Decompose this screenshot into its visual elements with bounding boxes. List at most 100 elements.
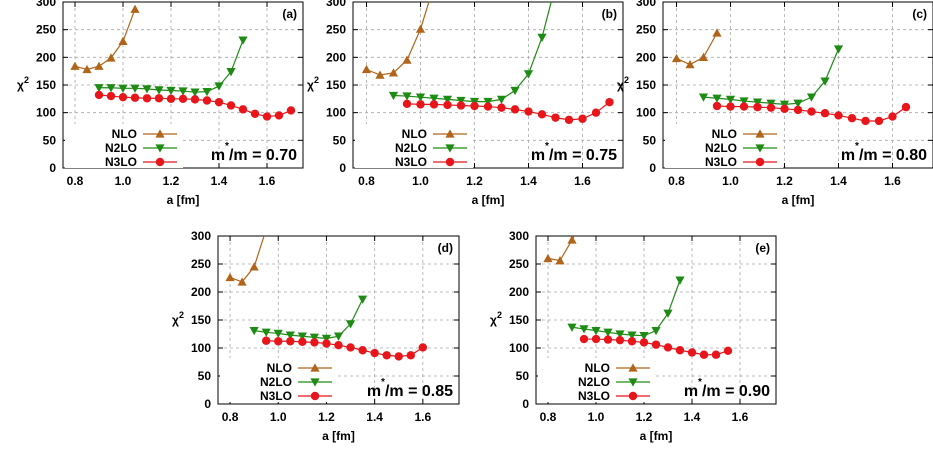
- data-point-n2lo: [603, 328, 613, 337]
- legend-marker-n3lo: [155, 157, 165, 167]
- data-point-n2lo: [483, 97, 493, 107]
- data-point-n3lo: [712, 101, 722, 111]
- data-point-n2lo: [130, 84, 140, 93]
- x-tick-label: 1.0: [722, 174, 739, 188]
- legend-label-nlo: NLO: [712, 127, 737, 141]
- y-axis-label: χ2: [172, 310, 184, 327]
- data-point-n3lo: [537, 110, 547, 119]
- x-tick-label: 1.0: [115, 174, 132, 188]
- x-axis-label: a [fm]: [472, 193, 505, 207]
- data-point-n2lo: [639, 332, 649, 341]
- series-line-nlo: [547, 236, 575, 262]
- data-point-n2lo: [523, 70, 534, 79]
- legend-label-n3lo: N3LO: [395, 155, 427, 169]
- data-point-n2lo: [106, 84, 116, 93]
- data-point-nlo: [70, 61, 80, 70]
- data-point-nlo: [237, 277, 247, 286]
- data-point-n3lo: [699, 350, 709, 359]
- data-point-n3lo: [579, 334, 589, 344]
- mass-ratio-value: /m = 0.85: [385, 383, 453, 400]
- mass-ratio-label: m*/m = 0.75: [531, 141, 617, 164]
- data-point-nlo: [82, 64, 92, 74]
- series-line-nlo: [676, 32, 718, 66]
- y-tick-label: 100: [191, 341, 211, 355]
- x-axis-label: a [fm]: [640, 429, 673, 443]
- y-tick-label: 250: [36, 23, 56, 37]
- data-point-nlo: [118, 36, 128, 45]
- series-line-n2lo: [254, 299, 364, 340]
- legend-marker-n3lo: [310, 391, 320, 401]
- data-point-n3lo: [298, 337, 307, 347]
- data-point-n3lo: [675, 346, 685, 355]
- data-point-n3lo: [130, 93, 140, 102]
- mass-ratio-star: *: [545, 141, 549, 152]
- data-point-n3lo: [766, 103, 776, 112]
- y-tick-label: 200: [191, 285, 211, 299]
- data-point-n3lo: [226, 101, 236, 110]
- legend-label-n3lo: N3LO: [578, 389, 610, 403]
- x-tick-label: 1.6: [732, 410, 749, 424]
- legend-marker-n2lo: [755, 144, 765, 153]
- legend-marker-n2lo: [445, 144, 455, 153]
- y-tick-label: 300: [326, 0, 346, 9]
- data-point-n2lo: [190, 88, 200, 97]
- y-axis-label-text: χ: [17, 78, 24, 92]
- panel-label: (b): [602, 7, 617, 21]
- data-point-n3lo: [416, 100, 425, 109]
- series-line-nlo: [229, 236, 265, 283]
- data-point-n2lo: [226, 68, 236, 77]
- data-point-n3lo: [94, 90, 104, 100]
- x-tick-label: 1.4: [684, 410, 701, 424]
- data-point-n2lo: [285, 331, 295, 340]
- plot-area: [361, 2, 614, 125]
- data-point-n3lo: [847, 114, 857, 123]
- data-point-n3lo: [497, 103, 506, 112]
- data-point-n3lo: [178, 94, 188, 104]
- data-point-n3lo: [591, 334, 601, 344]
- data-point-n3lo: [639, 338, 649, 347]
- y-tick-label: 250: [326, 23, 346, 37]
- y-tick-label: 50: [643, 133, 657, 147]
- y-tick-label: 250: [636, 23, 656, 37]
- data-point-n2lo: [510, 86, 520, 96]
- y-axis-label-text: χ: [172, 313, 179, 327]
- x-tick-label: 1.6: [259, 174, 276, 188]
- series-line-n3lo: [406, 101, 610, 121]
- data-point-nlo: [698, 52, 709, 62]
- legend-label-n2lo: N2LO: [705, 141, 737, 155]
- y-axis-label-text: χ: [490, 313, 497, 327]
- x-tick-label: 1.0: [412, 174, 429, 188]
- mass-ratio-label: m*/m = 0.80: [841, 141, 927, 164]
- data-point-n2lo: [496, 95, 507, 104]
- data-point-n2lo: [567, 323, 577, 332]
- y-tick-label: 300: [191, 229, 211, 243]
- mass-ratio-m: m: [841, 147, 855, 164]
- data-point-n2lo: [178, 87, 188, 96]
- data-point-n2lo: [94, 84, 104, 93]
- data-point-n3lo: [551, 113, 560, 122]
- data-point-n2lo: [202, 87, 212, 97]
- data-point-n3lo: [510, 105, 520, 114]
- data-point-n3lo: [310, 338, 319, 347]
- data-point-n2lo: [429, 94, 439, 103]
- mass-ratio-star: *: [855, 141, 859, 152]
- x-tick-label: 0.8: [67, 174, 84, 188]
- data-point-n3lo: [262, 336, 271, 345]
- data-point-nlo: [671, 53, 682, 63]
- legend-marker-n3lo: [445, 157, 455, 167]
- x-tick-label: 1.2: [636, 410, 653, 424]
- data-point-nlo: [685, 59, 695, 69]
- legend-label-nlo: NLO: [402, 127, 427, 141]
- data-point-nlo: [375, 70, 385, 79]
- y-tick-label: 50: [516, 369, 530, 383]
- y-tick-label: 250: [191, 257, 211, 271]
- data-point-nlo: [543, 253, 553, 263]
- data-point-nlo: [402, 55, 412, 64]
- y-axis-label-superscript: 2: [24, 75, 29, 85]
- y-axis-label-superscript: 2: [179, 310, 184, 320]
- data-point-n2lo: [712, 94, 722, 103]
- data-point-n3lo: [346, 343, 355, 352]
- legend-label-n2lo: N2LO: [395, 141, 427, 155]
- data-point-n3lo: [723, 346, 733, 355]
- data-point-nlo: [388, 68, 399, 77]
